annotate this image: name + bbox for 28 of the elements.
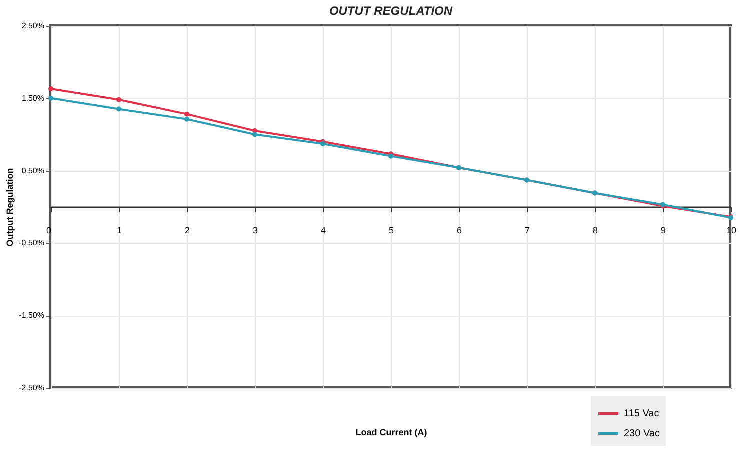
point: [184, 112, 190, 117]
point: [116, 106, 122, 112]
x-tick-label: 4: [320, 226, 326, 236]
y-tick-label: 1.50%: [22, 94, 44, 103]
point: [48, 86, 54, 92]
x-tick-label: 1: [116, 226, 122, 236]
x-tick-label: 2: [184, 226, 190, 236]
chart-title: OUTUT REGULATION: [329, 4, 453, 18]
x-tick-label: 8: [592, 226, 598, 236]
point: [184, 116, 190, 122]
x-tick-label: 5: [388, 226, 394, 236]
x-tick-label: 7: [524, 226, 530, 236]
y-tick-label: -1.50%: [19, 311, 44, 320]
x-tick-label: 6: [456, 226, 462, 236]
x-tick-label: 3: [252, 226, 258, 236]
legend-label: 115 Vac: [624, 408, 660, 420]
x-tick-label: 9: [660, 226, 666, 236]
y-tick-label: 2.50%: [22, 22, 44, 30]
y-tick-label: 0.50%: [22, 166, 44, 176]
x-axis-title: Load Current (A): [356, 428, 428, 438]
y-tick-label: -0.50%: [19, 238, 44, 248]
point: [252, 132, 258, 138]
point: [320, 142, 326, 147]
point: [48, 96, 54, 101]
y-axis-title: Output Regulation: [5, 168, 16, 247]
point: [116, 97, 122, 102]
y-tick-label: -2.50%: [19, 384, 44, 392]
legend-label: 230 Vac: [624, 428, 660, 440]
